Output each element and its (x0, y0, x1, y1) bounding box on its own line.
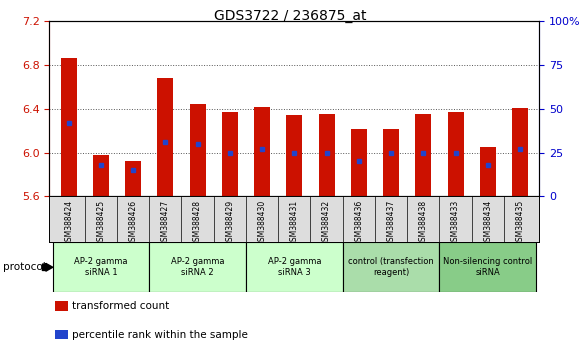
Text: GSM388431: GSM388431 (290, 200, 299, 246)
Bar (343, 242, 440, 292)
Bar (383, 129, 399, 196)
Bar (149, 242, 246, 292)
Text: GSM388428: GSM388428 (193, 200, 202, 246)
Bar (125, 161, 141, 196)
Text: GSM388424: GSM388424 (64, 200, 73, 246)
Text: GSM388429: GSM388429 (226, 200, 234, 246)
Bar (415, 114, 432, 196)
Bar (448, 112, 463, 196)
Text: control (transfection
reagent): control (transfection reagent) (348, 257, 434, 277)
Text: GSM388436: GSM388436 (354, 200, 363, 246)
Bar (318, 114, 335, 196)
Bar (480, 147, 496, 196)
Bar (351, 129, 367, 196)
Text: GSM388427: GSM388427 (161, 200, 170, 246)
Text: GDS3722 / 236875_at: GDS3722 / 236875_at (214, 9, 366, 23)
Text: GSM388430: GSM388430 (258, 200, 267, 246)
Bar (440, 242, 536, 292)
Text: protocol: protocol (3, 262, 46, 272)
Text: AP-2 gamma
siRNA 3: AP-2 gamma siRNA 3 (267, 257, 321, 277)
Text: transformed count: transformed count (72, 301, 170, 311)
Text: AP-2 gamma
siRNA 2: AP-2 gamma siRNA 2 (171, 257, 224, 277)
Bar (287, 115, 302, 196)
Bar (254, 107, 270, 196)
Text: GSM388435: GSM388435 (516, 200, 524, 246)
Bar (93, 155, 109, 196)
Text: GSM388437: GSM388437 (387, 200, 396, 246)
Bar (222, 112, 238, 196)
Bar (53, 242, 149, 292)
Text: GSM388425: GSM388425 (96, 200, 106, 246)
Bar (60, 58, 77, 196)
Bar (157, 78, 173, 196)
Text: GSM388433: GSM388433 (451, 200, 460, 246)
Text: GSM388432: GSM388432 (322, 200, 331, 246)
Text: percentile rank within the sample: percentile rank within the sample (72, 330, 248, 339)
Bar (246, 242, 343, 292)
Text: GSM388426: GSM388426 (129, 200, 137, 246)
Text: GSM388438: GSM388438 (419, 200, 428, 246)
Bar (512, 108, 528, 196)
Text: AP-2 gamma
siRNA 1: AP-2 gamma siRNA 1 (74, 257, 128, 277)
Text: Non-silencing control
siRNA: Non-silencing control siRNA (443, 257, 532, 277)
Bar (190, 104, 206, 196)
Text: GSM388434: GSM388434 (483, 200, 492, 246)
